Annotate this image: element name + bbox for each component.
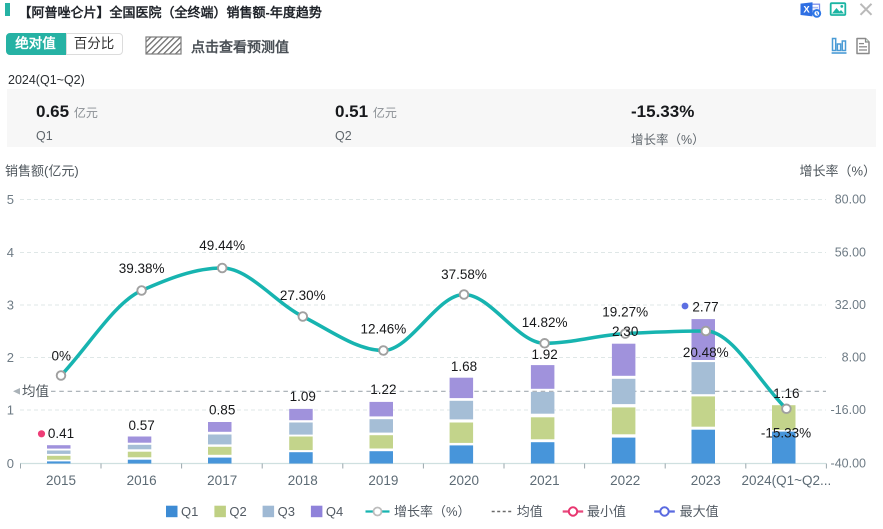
- svg-text:2024(Q1~Q2...: 2024(Q1~Q2...: [742, 473, 832, 488]
- svg-text:0.85: 0.85: [209, 403, 235, 418]
- svg-text:1.68: 1.68: [451, 359, 477, 374]
- svg-text:2018: 2018: [288, 473, 318, 488]
- svg-text:0%: 0%: [51, 348, 71, 363]
- svg-text:1.92: 1.92: [531, 347, 557, 362]
- svg-text:20.48%: 20.48%: [683, 345, 729, 360]
- svg-text:销售额(亿元): 销售额(亿元): [5, 164, 79, 179]
- svg-text:均值: 均值: [517, 504, 543, 519]
- svg-text:19.27%: 19.27%: [602, 304, 648, 319]
- svg-text:1.22: 1.22: [370, 382, 396, 397]
- svg-text:5: 5: [7, 192, 14, 207]
- svg-text:3: 3: [7, 298, 14, 313]
- svg-text:2023: 2023: [691, 473, 721, 488]
- svg-text:0.41: 0.41: [48, 426, 74, 441]
- svg-text:Q2: Q2: [229, 504, 246, 519]
- svg-text:80.00: 80.00: [835, 193, 866, 207]
- svg-text:2020: 2020: [449, 473, 479, 488]
- svg-text:56.00: 56.00: [835, 246, 866, 260]
- svg-text:27.30%: 27.30%: [280, 288, 326, 303]
- svg-text:14.82%: 14.82%: [522, 315, 568, 330]
- svg-text:-15.33%: -15.33%: [761, 425, 811, 440]
- svg-text:12.46%: 12.46%: [361, 322, 407, 337]
- svg-text:37.58%: 37.58%: [441, 267, 487, 282]
- svg-text:0.57: 0.57: [128, 418, 154, 433]
- svg-text:49.44%: 49.44%: [199, 238, 245, 253]
- svg-text:39.38%: 39.38%: [119, 261, 165, 276]
- svg-text:1.09: 1.09: [290, 389, 316, 404]
- svg-text:X: X: [803, 5, 810, 16]
- svg-text:-40.00: -40.00: [831, 457, 866, 471]
- svg-text:Q1: Q1: [181, 504, 198, 519]
- svg-text:2: 2: [7, 350, 14, 365]
- svg-text:最小值: 最小值: [587, 504, 626, 519]
- svg-text:1: 1: [7, 403, 14, 418]
- svg-text:Q3: Q3: [278, 504, 295, 519]
- svg-text:2021: 2021: [530, 473, 560, 488]
- svg-text:2.30: 2.30: [612, 324, 638, 339]
- svg-text:2019: 2019: [368, 473, 398, 488]
- svg-text:2022: 2022: [610, 473, 640, 488]
- svg-text:2017: 2017: [207, 473, 237, 488]
- svg-text:增长率（%）: 增长率（%）: [799, 164, 876, 179]
- svg-text:32.00: 32.00: [835, 298, 866, 312]
- svg-text:1.16: 1.16: [773, 386, 799, 401]
- svg-text:0: 0: [7, 456, 14, 471]
- svg-text:2016: 2016: [127, 473, 157, 488]
- svg-text:最大值: 最大值: [680, 504, 719, 519]
- svg-text:Q4: Q4: [326, 504, 343, 519]
- svg-text:均值: 均值: [22, 384, 49, 399]
- svg-text:8.00: 8.00: [842, 351, 866, 365]
- svg-text:-16.00: -16.00: [831, 403, 866, 417]
- svg-text:2015: 2015: [46, 473, 76, 488]
- svg-text:增长率（%）: 增长率（%）: [394, 504, 471, 519]
- svg-text:2.77: 2.77: [692, 299, 718, 314]
- svg-text:4: 4: [7, 245, 14, 260]
